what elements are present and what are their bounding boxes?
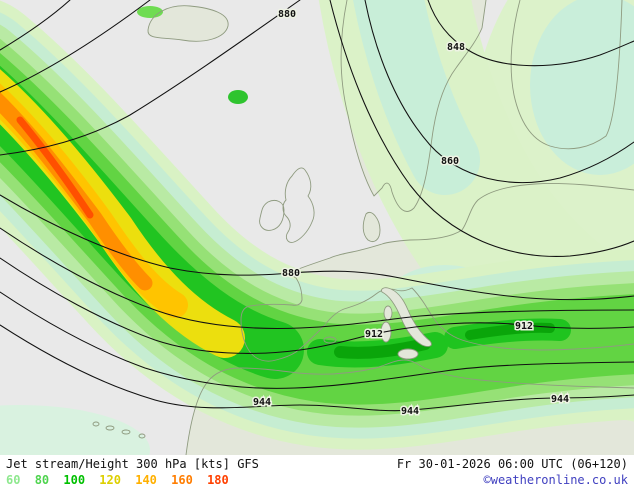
contour-label: 944 xyxy=(551,394,569,405)
contour-label: 848 xyxy=(447,42,465,53)
weather-map: 880 848 860 880 912 912 944 944 944 xyxy=(0,0,634,455)
scale-value-180: 180 xyxy=(207,473,229,487)
map-datetime: Fr 30-01-2026 06:00 UTC (06+120) xyxy=(396,457,628,471)
contour-label: 912 xyxy=(515,321,533,332)
contour-label: 912 xyxy=(365,329,383,340)
wind-shading-jet xyxy=(0,1,634,450)
scale-value-160: 160 xyxy=(171,473,193,487)
contour-label: 880 xyxy=(282,268,300,279)
map-canvas: 880 848 860 880 912 912 944 944 944 xyxy=(0,0,634,455)
scale-value-140: 140 xyxy=(135,473,157,487)
contour-labels: 880 848 860 880 912 912 944 944 944 xyxy=(251,8,570,419)
scale-value-120: 120 xyxy=(99,473,121,487)
legend-bar: Jet stream/Height 300 hPa [kts] GFS Fr 3… xyxy=(0,455,634,490)
height-contours xyxy=(0,0,634,412)
contour-label: 944 xyxy=(253,397,271,408)
scale-value-100: 100 xyxy=(63,473,86,487)
scale-value-80: 80 xyxy=(34,473,50,487)
color-scale: 60 80 100 120 140 160 180 xyxy=(6,473,236,487)
contour-label: 944 xyxy=(401,406,419,417)
contour-label: 860 xyxy=(441,156,459,167)
contour-label: 880 xyxy=(278,9,296,20)
scale-value-60: 60 xyxy=(6,473,21,487)
copyright-text: ©weatheronline.co.uk xyxy=(483,473,629,487)
map-title: Jet stream/Height 300 hPa [kts] GFS xyxy=(6,457,259,471)
